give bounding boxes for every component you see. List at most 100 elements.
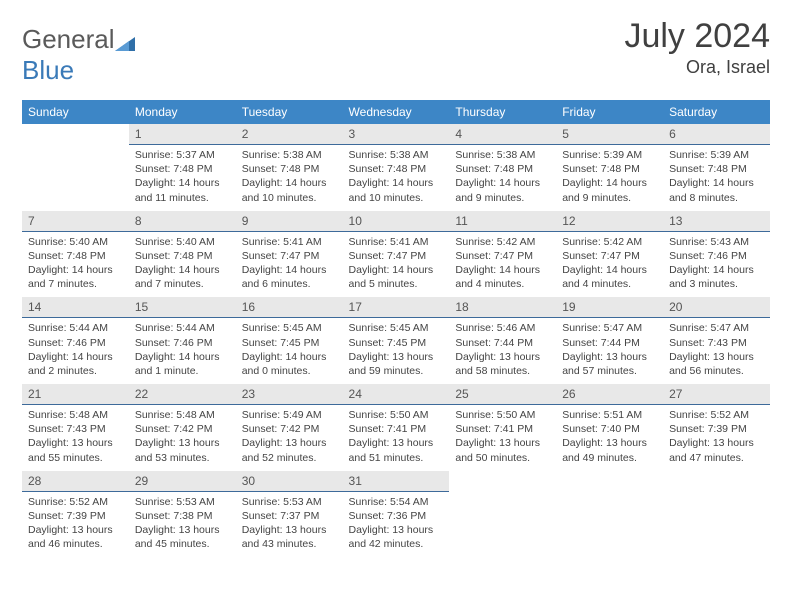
day-header: Saturday (663, 100, 770, 124)
day-details: Sunrise: 5:54 AMSunset: 7:36 PMDaylight:… (343, 492, 450, 558)
day-number: 20 (663, 297, 770, 318)
calendar-cell: 2Sunrise: 5:38 AMSunset: 7:48 PMDaylight… (236, 124, 343, 211)
calendar-week-row: 1Sunrise: 5:37 AMSunset: 7:48 PMDaylight… (22, 124, 770, 211)
calendar-cell: 22Sunrise: 5:48 AMSunset: 7:42 PMDayligh… (129, 384, 236, 471)
day-number: 7 (22, 211, 129, 232)
calendar-cell (22, 124, 129, 211)
day-header: Friday (556, 100, 663, 124)
calendar-cell: 17Sunrise: 5:45 AMSunset: 7:45 PMDayligh… (343, 297, 450, 384)
calendar-cell: 28Sunrise: 5:52 AMSunset: 7:39 PMDayligh… (22, 471, 129, 558)
calendar-cell: 30Sunrise: 5:53 AMSunset: 7:37 PMDayligh… (236, 471, 343, 558)
calendar-cell (663, 471, 770, 558)
day-details: Sunrise: 5:46 AMSunset: 7:44 PMDaylight:… (449, 318, 556, 384)
calendar-cell: 8Sunrise: 5:40 AMSunset: 7:48 PMDaylight… (129, 211, 236, 298)
day-header: Sunday (22, 100, 129, 124)
day-number: 3 (343, 124, 450, 145)
day-number: 15 (129, 297, 236, 318)
day-details: Sunrise: 5:45 AMSunset: 7:45 PMDaylight:… (343, 318, 450, 384)
calendar-cell: 27Sunrise: 5:52 AMSunset: 7:39 PMDayligh… (663, 384, 770, 471)
day-header-row: SundayMondayTuesdayWednesdayThursdayFrid… (22, 100, 770, 124)
day-number: 6 (663, 124, 770, 145)
day-number: 21 (22, 384, 129, 405)
day-details: Sunrise: 5:41 AMSunset: 7:47 PMDaylight:… (343, 232, 450, 298)
calendar-cell: 3Sunrise: 5:38 AMSunset: 7:48 PMDaylight… (343, 124, 450, 211)
day-details: Sunrise: 5:47 AMSunset: 7:43 PMDaylight:… (663, 318, 770, 384)
day-number: 30 (236, 471, 343, 492)
day-details: Sunrise: 5:38 AMSunset: 7:48 PMDaylight:… (449, 145, 556, 211)
day-number: 8 (129, 211, 236, 232)
calendar-cell: 19Sunrise: 5:47 AMSunset: 7:44 PMDayligh… (556, 297, 663, 384)
day-number: 31 (343, 471, 450, 492)
day-number: 29 (129, 471, 236, 492)
page-header: GeneralBlue July 2024 Ora, Israel (22, 18, 770, 86)
day-number: 1 (129, 124, 236, 145)
calendar-cell: 4Sunrise: 5:38 AMSunset: 7:48 PMDaylight… (449, 124, 556, 211)
day-details: Sunrise: 5:44 AMSunset: 7:46 PMDaylight:… (129, 318, 236, 384)
calendar-cell: 15Sunrise: 5:44 AMSunset: 7:46 PMDayligh… (129, 297, 236, 384)
day-details: Sunrise: 5:49 AMSunset: 7:42 PMDaylight:… (236, 405, 343, 471)
calendar-cell: 7Sunrise: 5:40 AMSunset: 7:48 PMDaylight… (22, 211, 129, 298)
day-number: 13 (663, 211, 770, 232)
day-details: Sunrise: 5:43 AMSunset: 7:46 PMDaylight:… (663, 232, 770, 298)
calendar-head: SundayMondayTuesdayWednesdayThursdayFrid… (22, 100, 770, 124)
day-details: Sunrise: 5:51 AMSunset: 7:40 PMDaylight:… (556, 405, 663, 471)
day-number: 11 (449, 211, 556, 232)
day-header: Tuesday (236, 100, 343, 124)
calendar-cell: 26Sunrise: 5:51 AMSunset: 7:40 PMDayligh… (556, 384, 663, 471)
calendar-week-row: 21Sunrise: 5:48 AMSunset: 7:43 PMDayligh… (22, 384, 770, 471)
calendar-cell: 10Sunrise: 5:41 AMSunset: 7:47 PMDayligh… (343, 211, 450, 298)
day-number: 12 (556, 211, 663, 232)
day-details: Sunrise: 5:40 AMSunset: 7:48 PMDaylight:… (129, 232, 236, 298)
day-number: 25 (449, 384, 556, 405)
calendar-cell (556, 471, 663, 558)
day-details: Sunrise: 5:53 AMSunset: 7:37 PMDaylight:… (236, 492, 343, 558)
month-title: July 2024 (624, 18, 770, 55)
day-number: 10 (343, 211, 450, 232)
day-number: 4 (449, 124, 556, 145)
day-details: Sunrise: 5:50 AMSunset: 7:41 PMDaylight:… (449, 405, 556, 471)
calendar-cell: 23Sunrise: 5:49 AMSunset: 7:42 PMDayligh… (236, 384, 343, 471)
day-number: 27 (663, 384, 770, 405)
day-details: Sunrise: 5:48 AMSunset: 7:42 PMDaylight:… (129, 405, 236, 471)
calendar-cell: 14Sunrise: 5:44 AMSunset: 7:46 PMDayligh… (22, 297, 129, 384)
day-details: Sunrise: 5:52 AMSunset: 7:39 PMDaylight:… (22, 492, 129, 558)
day-details: Sunrise: 5:53 AMSunset: 7:38 PMDaylight:… (129, 492, 236, 558)
brand-part1: General (22, 24, 115, 54)
day-details: Sunrise: 5:39 AMSunset: 7:48 PMDaylight:… (663, 145, 770, 211)
calendar-cell: 5Sunrise: 5:39 AMSunset: 7:48 PMDaylight… (556, 124, 663, 211)
day-number: 22 (129, 384, 236, 405)
day-number: 2 (236, 124, 343, 145)
calendar-cell: 12Sunrise: 5:42 AMSunset: 7:47 PMDayligh… (556, 211, 663, 298)
calendar-cell (449, 471, 556, 558)
brand-logo: GeneralBlue (22, 24, 137, 86)
day-number: 23 (236, 384, 343, 405)
day-number: 9 (236, 211, 343, 232)
day-number: 24 (343, 384, 450, 405)
day-details: Sunrise: 5:50 AMSunset: 7:41 PMDaylight:… (343, 405, 450, 471)
day-details: Sunrise: 5:40 AMSunset: 7:48 PMDaylight:… (22, 232, 129, 298)
brand-part2: Blue (22, 55, 74, 85)
calendar-cell: 21Sunrise: 5:48 AMSunset: 7:43 PMDayligh… (22, 384, 129, 471)
day-details: Sunrise: 5:45 AMSunset: 7:45 PMDaylight:… (236, 318, 343, 384)
calendar-cell: 16Sunrise: 5:45 AMSunset: 7:45 PMDayligh… (236, 297, 343, 384)
day-number: 18 (449, 297, 556, 318)
calendar-cell: 11Sunrise: 5:42 AMSunset: 7:47 PMDayligh… (449, 211, 556, 298)
calendar-week-row: 7Sunrise: 5:40 AMSunset: 7:48 PMDaylight… (22, 211, 770, 298)
calendar-cell: 31Sunrise: 5:54 AMSunset: 7:36 PMDayligh… (343, 471, 450, 558)
day-number: 14 (22, 297, 129, 318)
calendar-cell: 20Sunrise: 5:47 AMSunset: 7:43 PMDayligh… (663, 297, 770, 384)
day-number: 26 (556, 384, 663, 405)
day-details: Sunrise: 5:47 AMSunset: 7:44 PMDaylight:… (556, 318, 663, 384)
day-number: 19 (556, 297, 663, 318)
calendar-cell: 29Sunrise: 5:53 AMSunset: 7:38 PMDayligh… (129, 471, 236, 558)
day-header: Thursday (449, 100, 556, 124)
calendar-cell: 25Sunrise: 5:50 AMSunset: 7:41 PMDayligh… (449, 384, 556, 471)
day-details: Sunrise: 5:42 AMSunset: 7:47 PMDaylight:… (556, 232, 663, 298)
day-header: Monday (129, 100, 236, 124)
calendar-cell: 18Sunrise: 5:46 AMSunset: 7:44 PMDayligh… (449, 297, 556, 384)
day-number: 17 (343, 297, 450, 318)
day-number: 16 (236, 297, 343, 318)
sail-icon (113, 29, 137, 47)
calendar-cell: 9Sunrise: 5:41 AMSunset: 7:47 PMDaylight… (236, 211, 343, 298)
calendar-week-row: 14Sunrise: 5:44 AMSunset: 7:46 PMDayligh… (22, 297, 770, 384)
